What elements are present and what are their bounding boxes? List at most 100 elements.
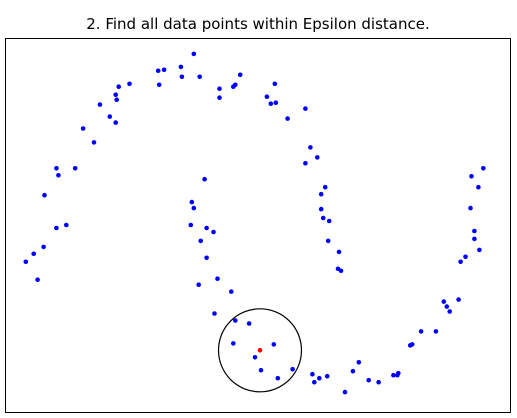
data-point xyxy=(72,166,78,171)
data-point xyxy=(472,236,477,242)
data-point xyxy=(275,375,281,381)
data-point xyxy=(356,360,362,365)
data-point xyxy=(231,84,236,89)
data-point xyxy=(447,309,453,314)
data-point xyxy=(308,145,313,150)
data-point xyxy=(56,173,61,178)
data-point xyxy=(113,120,118,125)
data-point xyxy=(322,184,328,190)
data-point xyxy=(229,289,234,294)
data-point xyxy=(196,282,201,288)
data-point xyxy=(324,373,330,379)
data-point xyxy=(91,140,97,145)
data-point xyxy=(204,225,209,231)
data-point xyxy=(41,244,46,250)
data-point xyxy=(272,81,278,87)
data-point xyxy=(477,247,482,253)
data-point xyxy=(376,379,381,385)
data-point xyxy=(215,276,220,282)
data-point xyxy=(285,116,290,121)
data-point xyxy=(325,238,331,244)
data-point xyxy=(318,206,324,212)
data-point xyxy=(35,277,40,283)
data-point xyxy=(188,222,194,228)
data-point xyxy=(433,329,439,334)
chart-title: 2. Find all data points within Epsilon d… xyxy=(86,15,429,33)
data-point xyxy=(189,199,195,205)
data-point xyxy=(54,166,59,171)
epsilon-overlay xyxy=(217,308,303,393)
data-point xyxy=(312,379,317,385)
data-point xyxy=(456,297,461,302)
data-point xyxy=(396,370,401,376)
data-point xyxy=(114,97,119,102)
data-point xyxy=(237,72,243,78)
highlight-point xyxy=(257,348,263,353)
data-point xyxy=(233,318,238,323)
data-point xyxy=(161,67,167,73)
data-point xyxy=(458,259,463,265)
data-point xyxy=(231,341,236,346)
data-points xyxy=(23,51,486,395)
data-point xyxy=(264,94,270,99)
data-point xyxy=(303,161,308,166)
data-point xyxy=(303,106,308,111)
data-point xyxy=(317,375,322,381)
data-point xyxy=(476,184,481,190)
data-point xyxy=(127,81,132,87)
data-point xyxy=(42,192,47,198)
data-point xyxy=(273,100,279,105)
data-point xyxy=(204,255,209,261)
data-point xyxy=(472,228,477,234)
data-point xyxy=(335,266,341,272)
data-point xyxy=(217,95,222,100)
data-point xyxy=(481,166,486,171)
data-point xyxy=(97,102,103,107)
data-point xyxy=(315,155,320,160)
data-point xyxy=(156,82,162,88)
data-point xyxy=(197,74,202,80)
data-point xyxy=(350,368,356,374)
data-point xyxy=(80,126,86,131)
data-point xyxy=(23,259,29,265)
data-point xyxy=(64,222,69,228)
data-point xyxy=(271,342,277,347)
data-point xyxy=(31,251,36,257)
data-point xyxy=(469,174,474,179)
data-point xyxy=(444,304,450,309)
data-point xyxy=(391,372,396,378)
data-point xyxy=(366,377,372,383)
data-point xyxy=(258,367,264,373)
data-point xyxy=(113,92,118,97)
data-point xyxy=(54,225,59,231)
data-point xyxy=(116,84,121,89)
data-point xyxy=(198,238,203,244)
data-point xyxy=(463,254,468,260)
data-point xyxy=(268,101,274,106)
data-point xyxy=(246,321,252,326)
data-point xyxy=(336,249,342,255)
data-point xyxy=(342,389,348,395)
data-point xyxy=(326,218,332,224)
data-point xyxy=(252,355,258,360)
epsilon-circle xyxy=(217,308,303,393)
data-point xyxy=(107,114,113,119)
data-point xyxy=(217,86,222,91)
data-point xyxy=(418,329,424,334)
data-point xyxy=(310,371,315,377)
data-point xyxy=(318,191,324,197)
data-point xyxy=(178,64,184,70)
data-point xyxy=(191,205,197,211)
data-point xyxy=(212,311,217,316)
data-point xyxy=(211,229,216,235)
data-point xyxy=(441,299,447,304)
data-point xyxy=(191,51,197,57)
plot-frame xyxy=(5,38,511,413)
data-point xyxy=(407,343,413,348)
data-point xyxy=(155,68,161,74)
data-point xyxy=(468,205,473,211)
data-point xyxy=(290,366,295,372)
data-point xyxy=(202,176,207,182)
data-point xyxy=(179,74,185,80)
